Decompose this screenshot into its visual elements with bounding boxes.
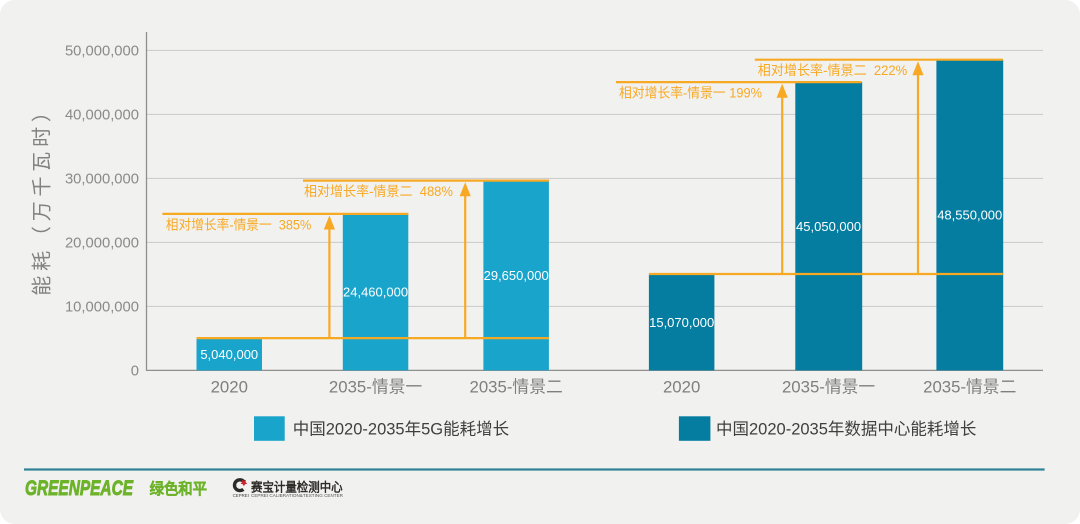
svg-text:29,650,000: 29,650,000 <box>484 268 549 283</box>
svg-text:中国2020-2035年数据中心能耗增长: 中国2020-2035年数据中心能耗增长 <box>716 420 976 439</box>
svg-text:绿色和平: 绿色和平 <box>150 479 208 498</box>
svg-text:能耗（万千瓦时）: 能耗（万千瓦时） <box>31 97 54 295</box>
svg-text:GREENPEACE: GREENPEACE <box>25 477 134 500</box>
svg-text:40,000,000: 40,000,000 <box>65 108 139 124</box>
svg-text:相对增长率-情景二 222%: 相对增长率-情景二 222% <box>758 62 908 78</box>
svg-text:2020: 2020 <box>211 378 248 397</box>
svg-text:相对增长率-情景二 488%: 相对增长率-情景二 488% <box>304 183 453 199</box>
svg-text:相对增长率-情景一 199%: 相对增长率-情景一 199% <box>619 85 762 101</box>
svg-text:相对增长率-情景一 385%: 相对增长率-情景一 385% <box>166 216 311 232</box>
svg-text:45,050,000: 45,050,000 <box>796 219 861 234</box>
svg-text:5,040,000: 5,040,000 <box>200 347 258 362</box>
svg-text:15,070,000: 15,070,000 <box>649 315 714 330</box>
svg-text:30,000,000: 30,000,000 <box>65 172 139 188</box>
svg-text:中国2020-2035年5G能耗增长: 中国2020-2035年5G能耗增长 <box>293 420 509 439</box>
svg-text:10,000,000: 10,000,000 <box>65 300 139 316</box>
svg-text:2020: 2020 <box>663 378 700 397</box>
svg-text:2035-情景一: 2035-情景一 <box>329 378 422 397</box>
svg-text:2035-情景二: 2035-情景二 <box>923 378 1016 397</box>
svg-text:0: 0 <box>131 364 139 380</box>
svg-text:20,000,000: 20,000,000 <box>65 236 139 252</box>
svg-text:2035-情景二: 2035-情景二 <box>470 378 563 397</box>
svg-text:2035-情景一: 2035-情景一 <box>782 378 875 397</box>
svg-text:48,550,000: 48,550,000 <box>937 207 1002 222</box>
svg-text:CEPREI CALIBRATION&TESTING CEN: CEPREI CALIBRATION&TESTING CENTER <box>251 493 344 498</box>
svg-text:50,000,000: 50,000,000 <box>65 44 139 60</box>
svg-text:24,460,000: 24,460,000 <box>343 285 408 300</box>
svg-text:赛宝计量检测中心: 赛宝计量检测中心 <box>250 480 343 495</box>
svg-text:CEPREI: CEPREI <box>233 493 249 498</box>
